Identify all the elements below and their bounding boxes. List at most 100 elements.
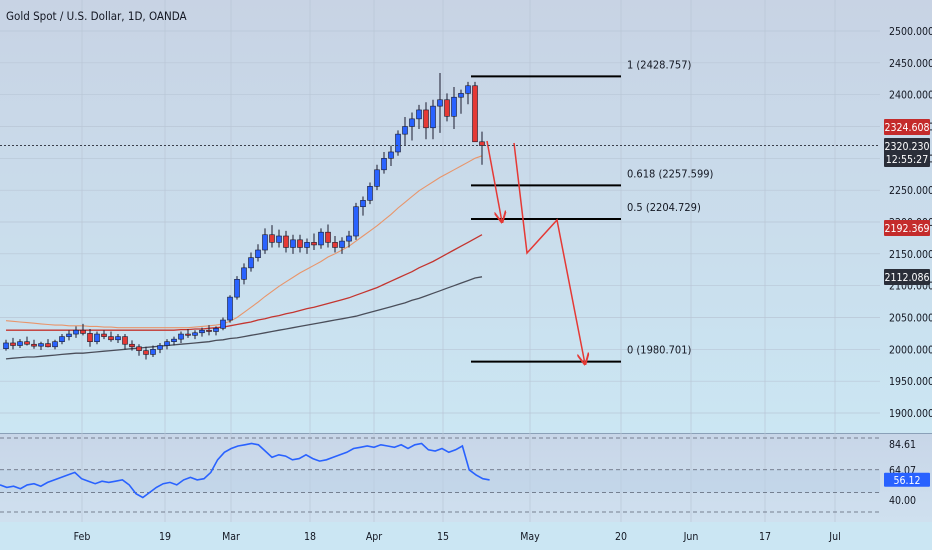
candle-body <box>297 239 303 248</box>
fib-level-label: 0.5 (2204.729) <box>627 201 701 214</box>
candle-body <box>24 341 30 345</box>
time-axis[interactable]: Feb 19 Mar 18 Apr 15 May 20 Jun 17 Jul <box>74 531 841 543</box>
price-badge-text: 2192.369 <box>884 223 929 235</box>
candle <box>94 331 100 345</box>
time-tick-label: May <box>520 531 540 543</box>
time-tick-label: Jul <box>828 531 840 543</box>
rsi-tick-label: 84.61 <box>889 439 916 451</box>
candle-body <box>367 186 373 201</box>
candle <box>129 340 135 351</box>
price-badge-text: 2112.086 <box>884 272 929 284</box>
candle-body <box>346 235 352 242</box>
time-tick-label: Mar <box>222 531 240 543</box>
candle <box>465 81 471 105</box>
short-arrow <box>486 140 502 222</box>
candle <box>297 234 303 253</box>
grid-lines <box>0 0 880 522</box>
candle-body <box>234 278 240 298</box>
candle <box>318 228 324 249</box>
candle <box>472 81 478 143</box>
candle <box>3 339 9 351</box>
candle-body <box>304 242 310 248</box>
candle <box>402 116 408 146</box>
candle <box>59 334 65 345</box>
candle <box>283 230 289 253</box>
candle-body <box>164 341 170 346</box>
candle-body <box>276 235 282 243</box>
candle <box>227 295 233 323</box>
candle <box>17 339 23 349</box>
candle-body <box>290 239 296 248</box>
price-tick-label: 1900.000 <box>889 408 932 420</box>
candle <box>409 112 415 141</box>
candle <box>444 93 450 122</box>
price-tick-label: 1950.000 <box>889 376 932 388</box>
candle-body <box>479 141 485 146</box>
candle <box>374 164 380 191</box>
candle-body <box>80 329 86 334</box>
candle <box>430 99 436 140</box>
candle-body <box>262 234 268 251</box>
candle-body <box>3 342 9 349</box>
projection-arrows[interactable] <box>486 140 585 364</box>
candle <box>367 182 373 205</box>
candle-body <box>108 336 114 341</box>
candle-body <box>31 343 37 347</box>
candle <box>234 276 240 300</box>
price-badge-box <box>884 220 930 236</box>
candle-body <box>451 96 457 117</box>
candle <box>262 228 268 254</box>
candle-body <box>185 333 191 336</box>
candle-body <box>178 333 184 340</box>
candle-body <box>241 267 247 280</box>
price-badge: 12:55:27 <box>884 151 930 167</box>
candle-body <box>360 200 366 208</box>
candle <box>423 102 429 140</box>
candle <box>304 238 310 254</box>
time-tick-label: 20 <box>615 531 627 543</box>
candle-body <box>325 231 331 243</box>
time-tick-label: 19 <box>159 531 171 543</box>
candle-body <box>45 343 51 348</box>
candle-body <box>381 158 387 171</box>
candle-body <box>402 126 408 135</box>
time-tick-label: Apr <box>366 531 382 543</box>
price-badge-box <box>884 138 930 154</box>
candle-body <box>129 343 135 348</box>
price-tick-label: 2250.000 <box>889 185 932 197</box>
candle-body <box>409 118 415 127</box>
price-tick-label: 2050.000 <box>889 313 932 325</box>
candle-body <box>255 249 261 258</box>
candle <box>150 345 156 357</box>
ma-slow-line <box>5 276 483 360</box>
time-tick-label: 15 <box>437 531 449 543</box>
candle <box>136 344 142 356</box>
time-tick-label: 18 <box>304 531 316 543</box>
chart-title: Gold Spot / U.S. Dollar, 1D, OANDA <box>6 9 187 23</box>
candle-body <box>444 99 450 117</box>
price-badge-box <box>884 151 930 167</box>
candle <box>122 334 128 350</box>
candle <box>185 328 191 338</box>
main-pane-background <box>0 0 932 433</box>
candle <box>360 196 366 216</box>
price-badge: 2324.608 <box>884 119 930 135</box>
candle <box>437 73 443 133</box>
candle-body <box>87 333 93 342</box>
candle-body <box>395 133 401 153</box>
rsi-badge: 56.12 <box>884 472 930 487</box>
price-tick-label: 2450.000 <box>889 58 932 70</box>
candle <box>101 330 107 340</box>
candle-body <box>59 336 65 342</box>
candle <box>388 145 394 166</box>
price-badge-box <box>884 269 930 285</box>
candle <box>269 225 275 248</box>
rsi-badge-box <box>884 472 930 487</box>
candle-body <box>248 257 254 269</box>
candle <box>80 323 86 336</box>
candle <box>24 336 30 346</box>
price-badge: 2112.086 <box>884 269 930 285</box>
candle-body <box>199 329 205 334</box>
